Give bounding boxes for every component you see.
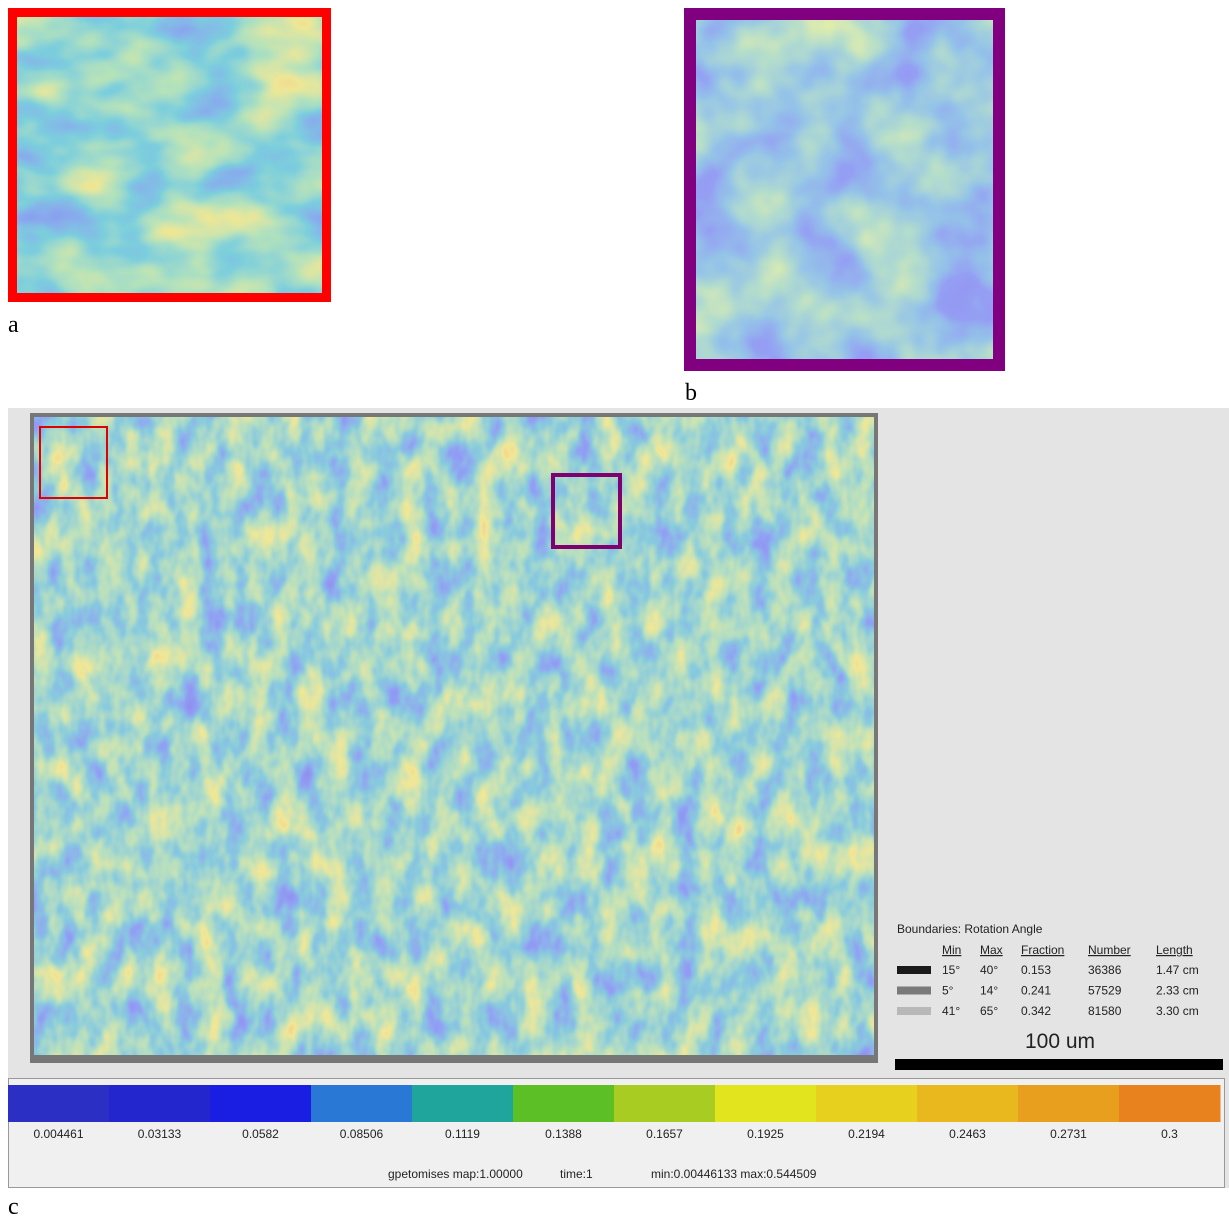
- colorbar-segment: [816, 1085, 918, 1122]
- legend-cell: 0.241: [1021, 984, 1051, 998]
- map-c: [34, 417, 874, 1055]
- status-line: gpetomises map:1.00000 time:1 min:0.004461…: [388, 1167, 817, 1181]
- scale-bar: [895, 1059, 1223, 1070]
- legend-header: Length: [1156, 943, 1193, 957]
- colorbar-label: 0.2463: [949, 1127, 986, 1141]
- colorbar-label: 0.08506: [340, 1127, 384, 1141]
- legend-cell: 0.342: [1021, 1004, 1051, 1018]
- status-text: min:0.00446133 max:0.544509: [651, 1167, 817, 1181]
- colorbar-label: 0.03133: [138, 1127, 182, 1141]
- legend-header: Max: [980, 943, 1003, 957]
- legend-cell: 1.47 cm: [1156, 963, 1199, 977]
- legend-cell: 36386: [1088, 963, 1122, 977]
- legend-cell: 14°: [980, 984, 998, 998]
- legend-cell: 5°: [942, 984, 954, 998]
- label-a: a: [8, 312, 19, 338]
- zoom-box-a: [39, 426, 108, 499]
- legend-cell: 81580: [1088, 1004, 1122, 1018]
- colorbar-label: 0.2731: [1050, 1127, 1087, 1141]
- colorbar-label: 0.1657: [646, 1127, 683, 1141]
- legend-header: Min: [942, 943, 961, 957]
- status-text: gpetomises map:1.00000: [388, 1167, 523, 1181]
- legend-cell: 40°: [980, 963, 998, 977]
- legend-cell: 15°: [942, 963, 960, 977]
- colorbar-label: 0.1388: [545, 1127, 582, 1141]
- status-text: time:1: [560, 1167, 593, 1181]
- map-a: [17, 17, 322, 293]
- colorbar-segment: [1018, 1085, 1120, 1122]
- label-b: b: [685, 380, 697, 406]
- colorbar-label: 0.004461: [33, 1127, 83, 1141]
- colorbar-label: 0.1119: [445, 1127, 480, 1141]
- colorbar-segment: [1119, 1085, 1221, 1122]
- colorbar-segment: [917, 1085, 1019, 1122]
- legend-swatch: [897, 986, 931, 995]
- legend-header: Fraction: [1021, 943, 1064, 957]
- colorbar-label: 0.0582: [242, 1127, 279, 1141]
- colorbar-label: 0.3: [1161, 1127, 1178, 1141]
- zoom-box-b: [551, 473, 622, 549]
- colorbar-segment: [210, 1085, 312, 1122]
- boundary-legend: Boundaries: Rotation Angle Min Max Fractio…: [897, 922, 1199, 1018]
- colorbar-segment: [412, 1085, 514, 1122]
- legend-cell: 41°: [942, 1004, 960, 1018]
- legend-header: Number: [1088, 943, 1131, 957]
- legend-swatch: [897, 1007, 931, 1015]
- colorbar: 0.004461 0.03133 0.0582 0.08506 0.1119 0.1388…: [8, 1085, 1221, 1141]
- colorbar-segment: [8, 1085, 110, 1122]
- legend-cell: 65°: [980, 1004, 998, 1018]
- legend-swatch: [897, 966, 931, 974]
- map-b: [696, 20, 993, 359]
- legend-cell: 3.30 cm: [1156, 1004, 1199, 1018]
- colorbar-label: 0.2194: [848, 1127, 885, 1141]
- colorbar-label: 0.1925: [747, 1127, 784, 1141]
- colorbar-segment: [513, 1085, 615, 1122]
- scale-bar-label: 100 um: [1025, 1030, 1095, 1053]
- colorbar-segment: [614, 1085, 716, 1122]
- colorbar-segment: [109, 1085, 211, 1122]
- legend-cell: 57529: [1088, 984, 1122, 998]
- colorbar-segment: [311, 1085, 413, 1122]
- legend-cell: 0.153: [1021, 963, 1051, 977]
- label-c: c: [8, 1194, 19, 1216]
- legend-title: Boundaries: Rotation Angle: [897, 922, 1043, 936]
- legend-cell: 2.33 cm: [1156, 984, 1199, 998]
- colorbar-segment: [715, 1085, 817, 1122]
